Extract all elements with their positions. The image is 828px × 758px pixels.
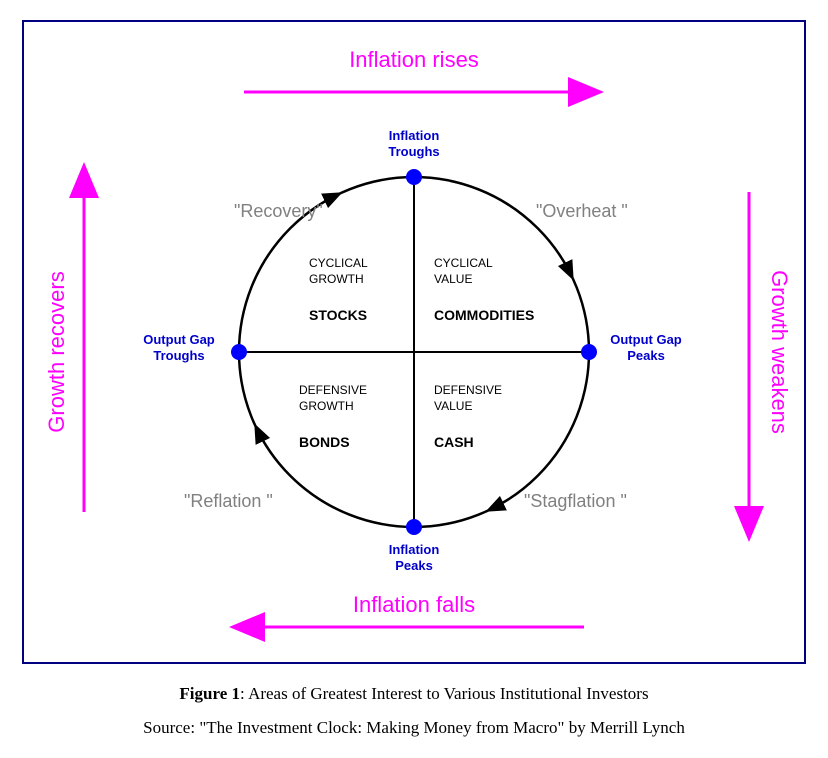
dot-right-label-1: Output Gap [610,332,682,347]
q-tl-style-2: GROWTH [309,272,364,286]
phase-overheat: "Overheat " [536,201,628,221]
phase-stagflation: "Stagflation " [524,491,627,511]
phase-reflation: "Reflation " [184,491,273,511]
investment-clock-svg: Inflation rises Inflation falls Growth r… [24,22,804,662]
dot-top-label-2: Troughs [388,144,439,159]
bottom-arrow-label: Inflation falls [353,592,475,617]
q-tr-style-2: VALUE [434,272,472,286]
figure-source: Source: "The Investment Clock: Making Mo… [20,718,808,738]
q-tl-asset: STOCKS [309,307,367,323]
q-bl-style-1: DEFENSIVE [299,383,367,397]
right-arrow-label: Growth weakens [767,270,792,434]
dot-left-label-2: Troughs [153,348,204,363]
dot-bottom-label-1: Inflation [389,542,440,557]
q-bl-asset: BONDS [299,434,350,450]
q-tr-style-1: CYCLICAL [434,256,493,270]
phase-recovery: "Recovery" [234,201,323,221]
dot-bottom [406,519,422,535]
q-tr-asset: COMMODITIES [434,307,534,323]
dot-right-label-2: Peaks [627,348,665,363]
q-br-style-1: DEFENSIVE [434,383,502,397]
dot-top-label-1: Inflation [389,128,440,143]
figure-label: Figure 1 [179,684,240,703]
q-tl-style-1: CYCLICAL [309,256,368,270]
q-br-style-2: VALUE [434,399,472,413]
dot-left-label-1: Output Gap [143,332,215,347]
figure-caption: Figure 1: Areas of Greatest Interest to … [20,684,808,704]
dot-right [581,344,597,360]
dot-bottom-label-2: Peaks [395,558,433,573]
left-arrow-label: Growth recovers [44,271,69,432]
dot-left [231,344,247,360]
dot-top [406,169,422,185]
q-br-asset: CASH [434,434,474,450]
figure-text: : Areas of Greatest Interest to Various … [240,684,649,703]
diagram-frame: Inflation rises Inflation falls Growth r… [22,20,806,664]
top-arrow-label: Inflation rises [349,47,479,72]
q-bl-style-2: GROWTH [299,399,354,413]
